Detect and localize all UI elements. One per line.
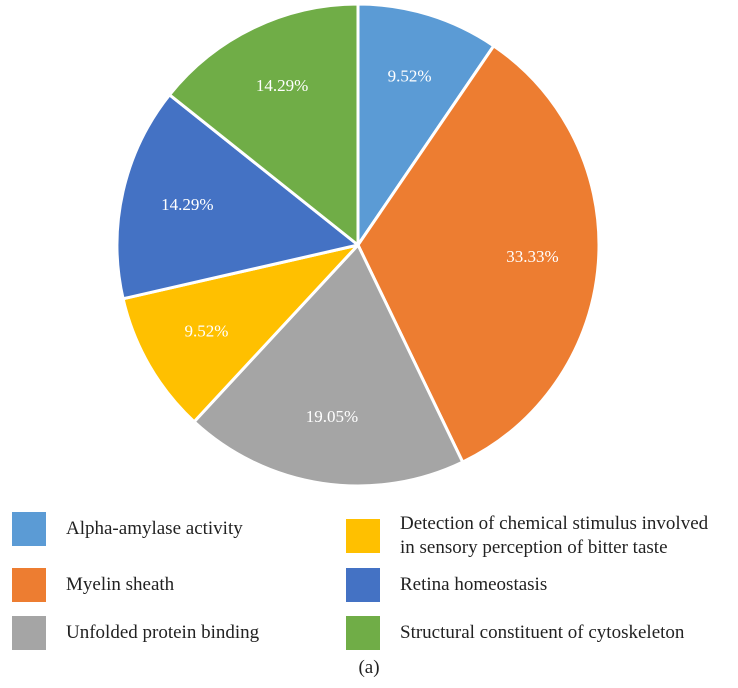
pie-slice-2	[356, 44, 601, 464]
legend-item-alpha-amylase: Alpha-amylase activity	[12, 512, 243, 546]
pie-slice-3	[192, 243, 465, 488]
legend-label: Detection of chemical stimulus involved …	[400, 513, 709, 558]
legend-swatch	[12, 568, 46, 602]
pie-slice-5	[115, 93, 360, 301]
pie-slice-6	[168, 2, 360, 247]
pie-chart: 9.52% 33.33% 19.05% 9.52% 14.29% 14.29%	[115, 2, 601, 488]
legend-label: Myelin sheath	[66, 574, 175, 595]
figure-caption: (a)	[358, 657, 380, 678]
legend-item-myelin-sheath: Myelin sheath	[12, 568, 174, 602]
legend-swatch	[346, 616, 380, 650]
legend-swatch	[12, 616, 46, 650]
legend-swatch	[346, 568, 380, 602]
pie-slice-label-2: 33.33%	[506, 247, 558, 266]
pie-slice-label-6: 14.29%	[256, 76, 308, 95]
pie-slice-4	[121, 243, 360, 424]
pie-slice-label-4: 9.52%	[185, 321, 229, 340]
pie-slice-label-1: 9.52%	[388, 67, 432, 86]
pie-slice-1	[356, 2, 496, 247]
legend-label: Structural constituent of cytoskeleton	[400, 622, 685, 643]
legend-swatch	[346, 519, 380, 553]
legend-item-bitter-taste: Detection of chemical stimulus involved …	[346, 512, 708, 560]
legend-item-unfolded-protein: Unfolded protein binding	[12, 616, 259, 650]
pie-slice-label-5: 14.29%	[161, 195, 213, 214]
legend-label: Retina homeostasis	[400, 574, 548, 595]
pie-slice-label-3: 19.05%	[306, 407, 358, 426]
legend-item-cytoskeleton: Structural constituent of cytoskeleton	[346, 616, 684, 650]
legend-label: Alpha-amylase activity	[66, 518, 243, 539]
legend-label: Unfolded protein binding	[66, 622, 260, 643]
legend-swatch	[12, 512, 46, 546]
legend-item-retina-homeostasis: Retina homeostasis	[346, 568, 547, 602]
